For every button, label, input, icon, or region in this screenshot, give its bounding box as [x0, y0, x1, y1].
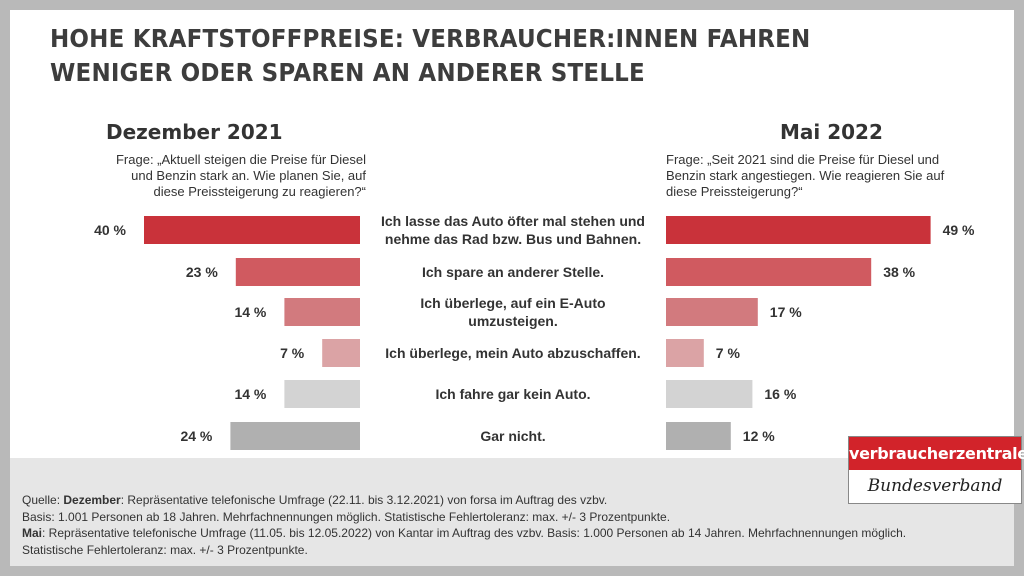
logo-subtitle: Bundesverband [867, 476, 1003, 496]
value-label-mai-4: 16 % [764, 386, 796, 402]
source-prefix: Quelle: [22, 493, 64, 507]
question-right: Frage: „Seit 2021 sind die Preise für Di… [666, 152, 945, 199]
bar-mai-2022-3 [666, 339, 704, 367]
bar-mai-2022-2 [666, 298, 758, 326]
category-label-0-0: Ich lasse das Auto öfter mal stehen und [381, 213, 645, 229]
bar-mai-2022-0 [666, 216, 931, 244]
page-title: HOHE KRAFTSTOFFPREISE: VERBRAUCHER:INNEN… [50, 22, 878, 90]
infographic-card: HOHE KRAFTSTOFFPREISE: VERBRAUCHER:INNEN… [10, 10, 1024, 566]
source-may-label: Mai [22, 526, 43, 540]
logo-wordmark: verbraucherzentrale [849, 437, 1024, 470]
value-label-dezember-0: 40 % [94, 222, 126, 238]
bar-dezember-2021-5 [230, 422, 360, 450]
question-left: Frage: „Aktuell steigen die Preise für D… [115, 152, 366, 199]
source-line-basis: Basis: 1.001 Personen ab 18 Jahren. Mehr… [22, 509, 671, 524]
source-footer: Quelle: Dezember: Repräsentative telefon… [10, 458, 1014, 566]
category-label-4-0: Ich fahre gar kein Auto. [435, 386, 590, 402]
category-label-1-0: Ich spare an anderer Stelle. [422, 264, 604, 280]
bar-mai-2022-5 [666, 422, 731, 450]
bar-dezember-2021-4 [284, 380, 360, 408]
title-line-1: HOHE KRAFTSTOFFPREISE: VERBRAUCHER:INNEN… [50, 24, 811, 53]
value-label-dezember-4: 14 % [234, 386, 266, 402]
bar-dezember-2021-3 [322, 339, 360, 367]
value-label-dezember-2: 14 % [234, 304, 266, 320]
category-label-3-0: Ich überlege, mein Auto abzuschaffen. [385, 345, 640, 361]
category-label-2-1: umzusteigen. [468, 313, 557, 329]
category-label-0-1: nehme das Rad bzw. Bus und Bahnen. [385, 231, 641, 247]
value-label-dezember-1: 23 % [186, 264, 218, 280]
source-line-december: Quelle: Dezember: Repräsentative telefon… [22, 492, 962, 509]
bar-mai-2022-1 [666, 258, 872, 286]
bar-dezember-2021-0 [144, 216, 360, 244]
source-text: Quelle: Dezember: Repräsentative telefon… [22, 492, 962, 558]
bar-dezember-2021-2 [284, 298, 360, 326]
value-label-mai-1: 38 % [883, 264, 915, 280]
value-label-mai-2: 17 % [770, 304, 802, 320]
source-december-text: : Repräsentative telefonische Umfrage (2… [120, 493, 608, 507]
source-line-may: Mai: Repräsentative telefonische Umfrage… [22, 525, 962, 558]
value-label-dezember-3: 7 % [280, 345, 305, 361]
bar-mai-2022-4 [666, 380, 753, 408]
vzbv-logo: verbraucherzentrale Bundesverband [848, 436, 1024, 504]
category-label-5-0: Gar nicht. [480, 428, 545, 444]
value-label-mai-0: 49 % [943, 222, 975, 238]
source-may-text: : Repräsentative telefonische Umfrage (1… [22, 526, 907, 557]
bar-dezember-2021-1 [235, 258, 360, 286]
period-right: Mai 2022 [780, 120, 883, 144]
value-label-dezember-5: 24 % [180, 428, 212, 444]
value-label-mai-3: 7 % [716, 345, 741, 361]
source-december-label: Dezember [63, 493, 121, 507]
period-left: Dezember 2021 [106, 120, 283, 144]
value-label-mai-5: 12 % [743, 428, 775, 444]
title-line-2: WENIGER ODER SPAREN AN ANDERER STELLE [50, 58, 645, 87]
category-label-2-0: Ich überlege, auf ein E-Auto [420, 295, 605, 311]
butterfly-bar-chart: 40 % 49 % Ich lasse das Auto öfter mal ste… [94, 213, 975, 450]
